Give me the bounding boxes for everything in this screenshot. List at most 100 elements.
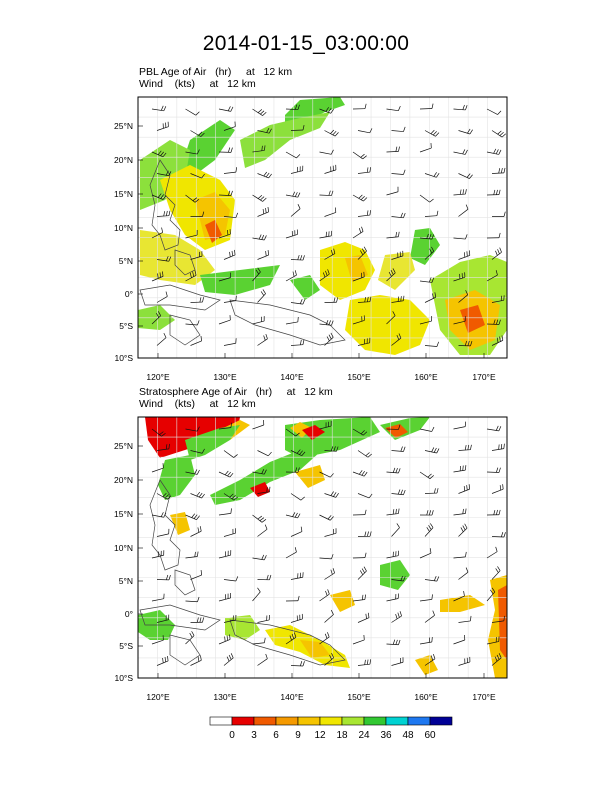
pbl-lon-tick-label: 160°E	[414, 372, 438, 382]
strat-wind-barb	[319, 514, 334, 521]
pbl-coastlines	[139, 159, 346, 346]
strat-wind-barb	[324, 446, 339, 452]
pbl-lat-tick-label: 10°S	[114, 353, 133, 363]
pbl-wind-barb	[352, 151, 367, 160]
strat-wind-barb	[324, 568, 335, 580]
colorbar-swatch	[429, 716, 453, 726]
strat-wind-barb	[357, 493, 373, 499]
pbl-wind-barb	[352, 103, 367, 110]
strat-patch	[295, 465, 325, 488]
strat-wind-barb	[151, 512, 167, 518]
pbl-lat-axis: 25°N 20°N 15°N 10°N 5°N 0° 5°S 10°S	[114, 121, 133, 363]
pbl-wind-barb	[491, 211, 506, 217]
strat-wind-barb	[352, 594, 366, 602]
strat-wind-barb	[386, 424, 401, 430]
strat-wind-barb	[285, 632, 297, 645]
colorbar-label: 0	[229, 730, 235, 741]
pbl-wind-barb	[424, 292, 437, 303]
pbl-lon-axis: 120°E 130°E 140°E 150°E 160°E 170°E	[146, 372, 496, 382]
pbl-wind-barb	[151, 150, 167, 158]
strat-lat-tick-label: 0°	[125, 609, 133, 619]
pbl-wind-barb	[324, 164, 337, 174]
pbl-wind-barb	[190, 173, 205, 179]
strat-wind-barb	[386, 508, 400, 516]
strat-wind-barb	[223, 493, 238, 501]
pbl-wind-barb	[324, 332, 334, 346]
strat-wind-barb	[424, 653, 436, 666]
colorbar-swatch	[341, 716, 365, 726]
pbl-wind-barb	[319, 190, 334, 196]
strat-wind-barb	[252, 514, 267, 523]
strat-lat-tick-label: 15°N	[114, 509, 133, 519]
strat-lon-tick-label: 130°E	[213, 692, 237, 702]
strat-wind-barb	[257, 450, 272, 457]
pbl-subtitle: Wind (kts) at 12 km	[139, 78, 256, 90]
pbl-lat-tick-label: 25°N	[114, 121, 133, 131]
pbl-wind-barb	[486, 189, 501, 196]
strat-wind-barb	[218, 422, 232, 430]
strat-wind-barb	[290, 661, 305, 667]
strat-lat-axis: 25°N 20°N 15°N 10°N 5°N 0° 5°S 10°S	[114, 441, 133, 683]
strat-wind-barb	[391, 575, 406, 582]
pbl-lat-tick-label: 10°N	[114, 223, 133, 233]
pbl-wind-barb	[252, 316, 265, 325]
pbl-wind-barb	[491, 247, 502, 260]
strat-wind-barb	[386, 639, 401, 646]
strat-map-frame	[137, 416, 508, 679]
strat-wind-barb	[151, 550, 165, 559]
pbl-title: PBL Age of Air (hr) at 12 km	[139, 66, 293, 78]
strat-patch	[440, 595, 485, 612]
strat-wind-barb	[424, 523, 434, 537]
pbl-patch	[345, 295, 430, 355]
colorbar-swatch	[407, 716, 431, 726]
strat-wind-barb	[491, 443, 505, 451]
strat-wind-barb	[156, 574, 171, 581]
strat-patch	[250, 482, 270, 497]
strat-wind-barb	[156, 614, 170, 623]
strat-wind-barb	[453, 465, 467, 473]
strat-wind-barb	[419, 594, 433, 602]
pbl-lon-tick-label: 150°E	[347, 372, 371, 382]
strat-patch	[302, 425, 325, 440]
pbl-wind-barb	[285, 316, 299, 325]
pbl-wind-barb	[285, 104, 300, 110]
strat-patch	[300, 640, 330, 658]
pbl-wind-barb	[391, 212, 406, 219]
strat-lon-tick-label: 120°E	[146, 692, 170, 702]
strat-wind-barb	[223, 528, 236, 537]
strat-wind-barb	[257, 574, 272, 581]
strat-lon-tick-label: 170°E	[472, 692, 496, 702]
pbl-wind-barb	[185, 320, 200, 326]
strat-wind-barb	[218, 634, 231, 645]
colorbar: 0 3 6 9 12 18 24 36 48 60	[209, 716, 453, 741]
strat-lon-tick-label: 160°E	[414, 692, 438, 702]
pbl-wind-barb	[290, 125, 305, 131]
pbl-wind-barb	[218, 272, 231, 282]
strat-wind-barb	[391, 489, 406, 496]
pbl-wind-barb	[285, 191, 301, 198]
pbl-wind-barb	[190, 251, 203, 260]
strat-wind-barb	[424, 447, 440, 454]
pbl-map-panel: 25°N 20°N 15°N 10°N 5°N 0° 5°S 10°S 120°…	[114, 96, 508, 382]
pbl-wind-barb	[458, 250, 471, 260]
pbl-wind-barb	[458, 173, 473, 179]
pbl-wind-barb	[324, 248, 336, 260]
pbl-wind-barb	[453, 104, 468, 111]
pbl-wind-barb	[285, 151, 301, 159]
pbl-wind-barb	[290, 204, 301, 217]
strat-wind-barb	[357, 450, 372, 458]
pbl-wind-barb	[352, 315, 365, 325]
pbl-wind-barb	[453, 272, 466, 282]
pbl-patch	[240, 112, 330, 168]
pbl-wind-barb	[257, 127, 272, 134]
pbl-wind-barb	[252, 194, 267, 202]
strat-wind-barb	[458, 567, 469, 580]
pbl-wind-barb	[185, 108, 200, 116]
strat-wind-barb	[419, 426, 435, 432]
strat-patch	[185, 425, 240, 460]
pbl-wind-barb	[290, 339, 305, 346]
colorbar-label: 60	[424, 730, 436, 741]
pbl-wind-barb	[386, 268, 396, 282]
pbl-wind-barb	[151, 105, 167, 112]
